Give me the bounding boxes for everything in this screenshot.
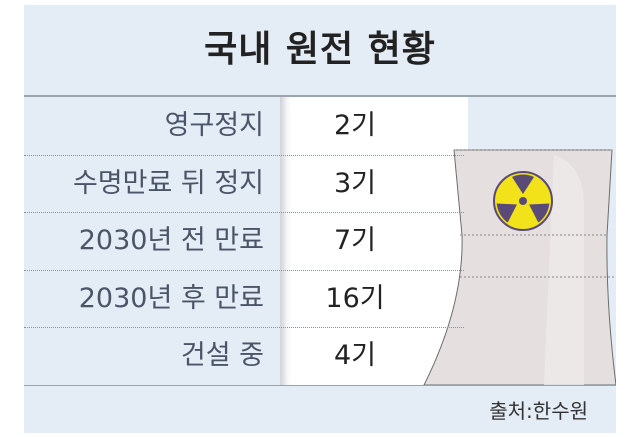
table-row: 수명만료 뒤 정지 3기 <box>24 155 444 213</box>
row-label: 2030년 후 만료 <box>78 282 264 314</box>
radiation-icon <box>493 171 553 231</box>
row-label: 2030년 전 만료 <box>78 225 264 257</box>
row-label: 영구정지 <box>164 110 264 141</box>
row-value: 16기 <box>325 282 385 314</box>
row-separator <box>24 269 464 271</box>
infographic-panel: 국내 원전 현황 영구정지 2기 수명만료 뒤 정지 3기 2030년 전 만료 7기 20… <box>24 5 616 433</box>
row-separator <box>24 212 464 214</box>
row-value: 7기 <box>333 225 377 257</box>
table-row: 2030년 후 만료 16기 <box>24 270 444 328</box>
table-row: 건설 중 4기 <box>24 327 444 385</box>
divider <box>24 385 616 386</box>
row-label: 수명만료 뒤 정지 <box>72 167 264 199</box>
row-label: 건설 중 <box>180 340 264 372</box>
divider <box>24 95 616 97</box>
cooling-tower-icon <box>423 149 616 386</box>
row-value: 3기 <box>333 167 377 199</box>
row-separator <box>24 327 464 329</box>
table-row: 2030년 전 만료 7기 <box>24 212 444 270</box>
row-value: 2기 <box>333 110 377 141</box>
source-note: 출처:한수원 <box>489 399 588 423</box>
row-value: 4기 <box>333 340 377 372</box>
chart-title: 국내 원전 현황 <box>204 29 436 70</box>
row-separator <box>24 154 464 156</box>
table-row: 영구정지 2기 <box>24 97 444 155</box>
value-column <box>280 97 468 385</box>
